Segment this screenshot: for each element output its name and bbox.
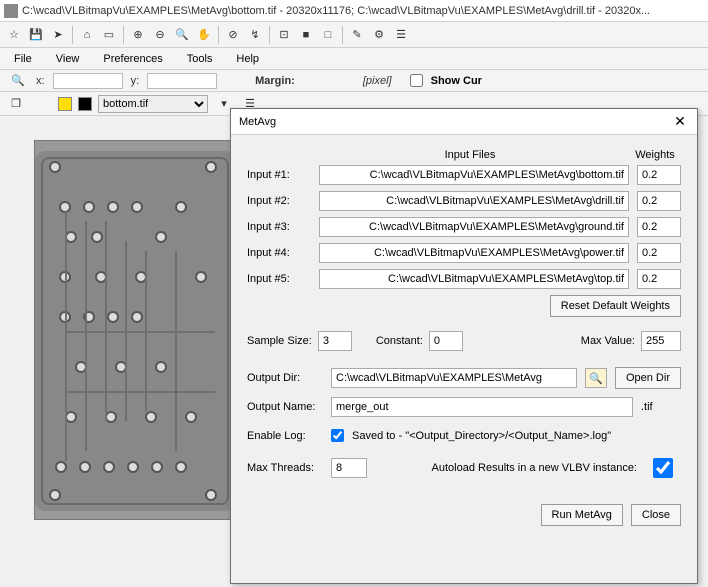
input3-label: Input #3: [247, 221, 311, 233]
input3-path[interactable]: C:\wcad\VLBitmapVu\EXAMPLES\MetAvg\groun… [319, 217, 629, 237]
outext-label: .tif [641, 401, 681, 413]
y-label: y: [131, 75, 140, 87]
showcur-checkbox[interactable] [410, 74, 423, 87]
tool-b-icon[interactable]: ⚙ [369, 25, 389, 45]
magnify-icon[interactable]: 🔍 [8, 71, 28, 91]
menu-preferences[interactable]: Preferences [99, 51, 166, 67]
metavg-dialog: MetAvg ✕ Input Files Weights Input #1: C:… [230, 108, 698, 584]
sample-size-field[interactable] [318, 331, 352, 351]
x-label: x: [36, 75, 45, 87]
outdir-field[interactable] [331, 368, 577, 388]
input1-weight[interactable] [637, 165, 681, 185]
cross-icon[interactable]: ↯ [245, 25, 265, 45]
run-metavg-button[interactable]: Run MetAvg [541, 504, 623, 526]
save-icon[interactable]: 💾 [26, 25, 46, 45]
header-input-files: Input Files [311, 149, 629, 161]
tool-a-icon[interactable]: ✎ [347, 25, 367, 45]
titlebar-text: C:\wcad\VLBitmapVu\EXAMPLES\MetAvg\botto… [22, 5, 650, 17]
snap-icon[interactable]: ⊡ [274, 25, 294, 45]
outdir-label: Output Dir: [247, 372, 323, 384]
maxval-field[interactable] [641, 331, 681, 351]
main-toolbar: ☆ 💾 ➤ ⌂ ▭ ⊕ ⊖ 🔍 ✋ ⊘ ↯ ⊡ ■ □ ✎ ⚙ ☰ [0, 22, 708, 48]
titlebar: C:\wcad\VLBitmapVu\EXAMPLES\MetAvg\botto… [0, 0, 708, 22]
app-icon [4, 4, 18, 18]
maxthreads-label: Max Threads: [247, 462, 323, 474]
input4-label: Input #4: [247, 247, 311, 259]
outname-field[interactable] [331, 397, 633, 417]
input4-weight[interactable] [637, 243, 681, 263]
enablelog-label: Enable Log: [247, 430, 323, 442]
input4-path[interactable]: C:\wcad\VLBitmapVu\EXAMPLES\MetAvg\power… [319, 243, 629, 263]
header-weights: Weights [629, 149, 681, 161]
blackbox-icon[interactable]: ■ [296, 25, 316, 45]
layer-swatch-black[interactable] [78, 97, 92, 111]
dialog-titlebar[interactable]: MetAvg ✕ [231, 109, 697, 135]
box-icon[interactable]: □ [318, 25, 338, 45]
pan-icon[interactable]: ✋ [194, 25, 214, 45]
input1-label: Input #1: [247, 169, 311, 181]
outname-label: Output Name: [247, 401, 323, 413]
dialog-title: MetAvg [239, 116, 276, 128]
browse-folder-icon[interactable]: 🔍 [585, 368, 607, 388]
list-icon[interactable]: ☰ [391, 25, 411, 45]
pixel-label: [pixel] [363, 75, 392, 87]
infobar: 🔍 x: y: Margin: [pixel] Show Cur [0, 70, 708, 92]
input2-path[interactable]: C:\wcad\VLBitmapVu\EXAMPLES\MetAvg\drill… [319, 191, 629, 211]
canvas[interactable] [34, 140, 244, 520]
menubar: File View Preferences Tools Help [0, 48, 708, 70]
rect-icon[interactable]: ▭ [99, 25, 119, 45]
arrow-icon[interactable]: ➤ [48, 25, 68, 45]
autoload-label: Autoload Results in a new VLBV instance: [393, 462, 637, 474]
zoom-icon[interactable]: 🔍 [172, 25, 192, 45]
maxthreads-field[interactable] [331, 458, 367, 478]
margin-label: Margin: [255, 75, 295, 87]
logsaved-text: Saved to - "<Output_Directory>/<Output_N… [352, 430, 611, 442]
open-icon[interactable]: ☆ [4, 25, 24, 45]
x-field[interactable] [53, 73, 123, 89]
input5-label: Input #5: [247, 273, 311, 285]
menu-tools[interactable]: Tools [183, 51, 217, 67]
layer-select[interactable]: bottom.tif [98, 95, 208, 113]
sample-size-label: Sample Size: [247, 335, 312, 347]
layers-icon[interactable]: ❒ [6, 94, 26, 114]
input2-label: Input #2: [247, 195, 311, 207]
constant-field[interactable] [429, 331, 463, 351]
close-icon[interactable]: ✕ [671, 113, 689, 131]
menu-file[interactable]: File [10, 51, 36, 67]
autoload-checkbox[interactable] [645, 458, 681, 478]
menu-help[interactable]: Help [232, 51, 263, 67]
input2-weight[interactable] [637, 191, 681, 211]
input1-path[interactable]: C:\wcad\VLBitmapVu\EXAMPLES\MetAvg\botto… [319, 165, 629, 185]
enablelog-checkbox[interactable] [331, 429, 344, 442]
search-minus-icon[interactable]: ⊘ [223, 25, 243, 45]
maxval-label: Max Value: [581, 335, 635, 347]
open-dir-button[interactable]: Open Dir [615, 367, 681, 389]
input3-weight[interactable] [637, 217, 681, 237]
zoom-in-icon[interactable]: ⊕ [128, 25, 148, 45]
y-field[interactable] [147, 73, 217, 89]
layer-swatch-yellow[interactable] [58, 97, 72, 111]
home-icon[interactable]: ⌂ [77, 25, 97, 45]
reset-weights-button[interactable]: Reset Default Weights [550, 295, 681, 317]
input5-weight[interactable] [637, 269, 681, 289]
constant-label: Constant: [376, 335, 423, 347]
menu-view[interactable]: View [52, 51, 84, 67]
input5-path[interactable]: C:\wcad\VLBitmapVu\EXAMPLES\MetAvg\top.t… [319, 269, 629, 289]
zoom-out-icon[interactable]: ⊖ [150, 25, 170, 45]
showcur-label: Show Cur [431, 75, 482, 87]
close-button[interactable]: Close [631, 504, 681, 526]
pcb-board [35, 151, 235, 511]
